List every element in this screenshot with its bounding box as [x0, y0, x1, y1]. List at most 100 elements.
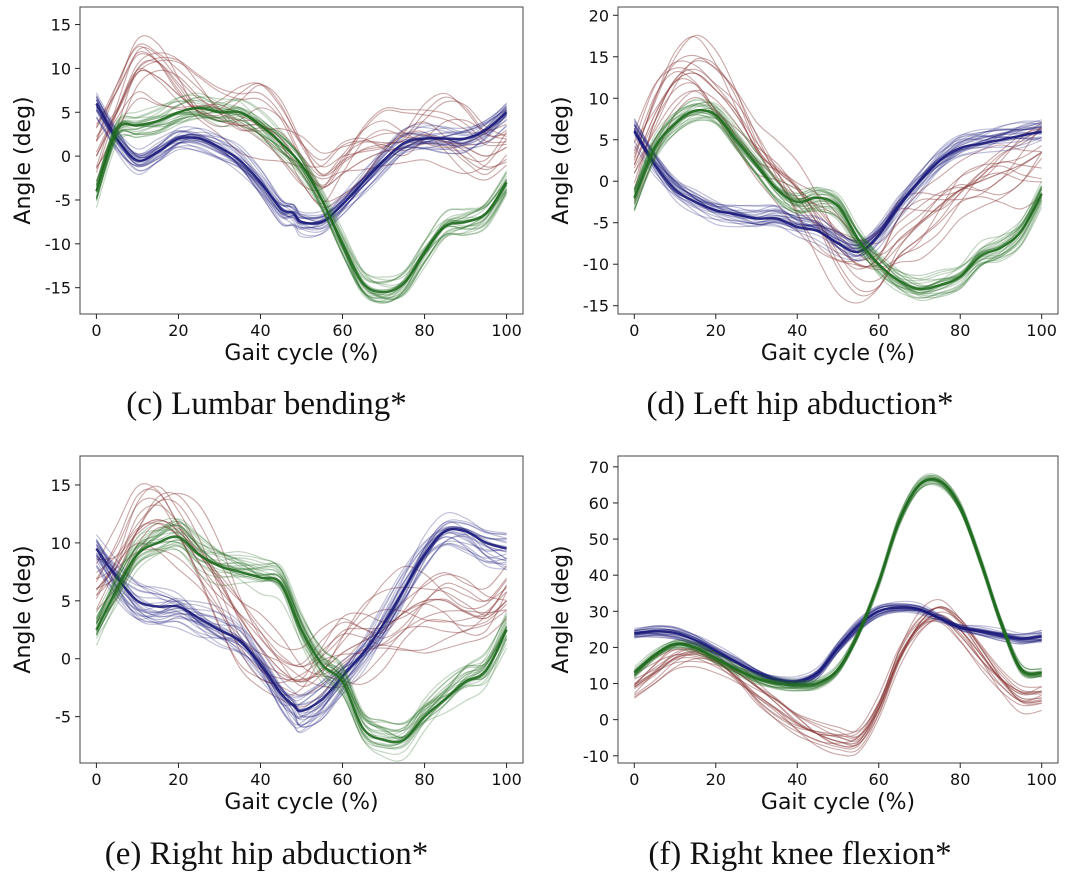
- series-line-green-23: [95, 106, 508, 291]
- series-line-blue-15: [95, 540, 507, 718]
- series-line-red-9: [633, 615, 1042, 741]
- series-line-green-4: [95, 527, 508, 731]
- x-tick-label: 20: [706, 321, 726, 340]
- series-line-red-12: [633, 616, 1042, 757]
- series-line-green-24: [95, 106, 508, 295]
- y-tick-label: 0: [61, 650, 71, 669]
- series-line-green-13: [95, 540, 508, 747]
- y-tick-label: 0: [599, 172, 609, 191]
- chart-svg-f: 0 20 40 60 80 100 -10 0 10 20 30 40 50 60 70 Gait cycle…: [549, 455, 1059, 815]
- y-tick-label: -5: [55, 708, 71, 727]
- chart-caption-c: (c) Lumbar bending*: [126, 386, 407, 422]
- series-line-blue-18: [634, 608, 1042, 686]
- series-line-blue-1: [95, 531, 507, 719]
- y-tick-label: 70: [589, 458, 609, 477]
- series-line-green-5: [633, 482, 1042, 692]
- series-line-blue-12: [95, 544, 507, 729]
- series-line-green-13: [633, 110, 1043, 285]
- series-line-blue-22: [633, 118, 1042, 247]
- x-tick-label: 20: [168, 770, 188, 789]
- series-line-green-2: [95, 98, 508, 283]
- series-line-red-4: [95, 60, 507, 192]
- series-line-green-2: [633, 117, 1043, 296]
- y-tick-label: 10: [51, 59, 71, 78]
- x-tick-label: 60: [869, 321, 889, 340]
- series-line-red-9: [95, 35, 507, 161]
- series-mean-blue: [634, 606, 1042, 684]
- series-line-blue-4: [95, 113, 508, 229]
- series-line-red-13: [633, 618, 1042, 744]
- y-tick-label: 0: [61, 147, 71, 166]
- y-tick-label: -10: [583, 255, 609, 274]
- series-line-green-11: [633, 103, 1043, 293]
- y-tick-label: 10: [589, 675, 609, 694]
- x-tick-label: 60: [869, 770, 889, 789]
- series-line-green-10: [633, 479, 1042, 689]
- x-tick-label: 80: [950, 770, 970, 789]
- series-line-blue-21: [95, 535, 507, 720]
- series-line-red-6: [634, 606, 1042, 738]
- series-line-red-0: [95, 51, 507, 175]
- series-mean-green: [95, 535, 508, 744]
- x-tick-label: 20: [168, 321, 188, 340]
- series-line-green-19: [633, 101, 1043, 277]
- series-line-green-8: [95, 539, 508, 739]
- series-line-blue-6: [633, 124, 1042, 249]
- series-mean-green: [633, 477, 1042, 687]
- series-line-red-5: [633, 68, 1043, 263]
- y-tick-label: 15: [51, 476, 71, 495]
- series-line-green-14: [95, 536, 508, 743]
- series-group-c: [95, 35, 508, 304]
- chart-svg-c: 0 20 40 60 80 100 -15 -10 -5 0 5 10 15 Gait cycle (%)…: [11, 6, 524, 366]
- x-tick-label: 60: [332, 321, 352, 340]
- y-tick-label: -10: [583, 747, 609, 766]
- series-line-blue-16: [95, 99, 507, 219]
- series-group-f: [633, 473, 1042, 757]
- plot-frame: [617, 6, 1059, 315]
- x-tick-label: 0: [91, 321, 101, 340]
- series-line-blue-14: [95, 96, 507, 214]
- series-line-green-25: [633, 480, 1042, 690]
- series-line-green-21: [95, 100, 508, 288]
- y-tick-label: 40: [589, 566, 609, 585]
- series-line-green-3: [95, 92, 508, 278]
- x-axis-label: Gait cycle (%): [224, 790, 378, 815]
- plot-frame: [617, 455, 1059, 764]
- x-tick-label: 40: [787, 321, 807, 340]
- series-line-green-0: [95, 525, 508, 739]
- plot-frame: [79, 6, 524, 315]
- y-tick-label: 5: [61, 103, 71, 122]
- series-line-red-3: [634, 611, 1042, 748]
- x-tick-label: 60: [332, 770, 352, 789]
- series-line-green-19: [95, 529, 508, 745]
- series-mean-blue: [95, 102, 508, 225]
- series-line-blue-1: [633, 125, 1042, 257]
- series-mean-green: [95, 106, 508, 294]
- series-line-blue-24: [633, 121, 1042, 246]
- series-line-blue-19: [95, 526, 507, 712]
- series-line-green-20: [633, 112, 1043, 294]
- series-line-green-13: [95, 113, 508, 301]
- chart-panel-e: 0 20 40 60 80 100 -5 0 5 10 15 Gait cycle (%) Angle …: [0, 440, 533, 880]
- chart-panel-c: 0 20 40 60 80 100 -15 -10 -5 0 5 10 15 Gait cycle (%)…: [0, 0, 533, 440]
- series-line-red-6: [633, 57, 1042, 270]
- x-tick-label: 20: [706, 770, 726, 789]
- series-line-green-3: [633, 105, 1043, 289]
- series-line-green-6: [95, 113, 508, 299]
- x-tick-label: 80: [414, 770, 434, 789]
- series-line-red-4: [95, 522, 507, 696]
- series-line-red-9: [633, 78, 1043, 271]
- series-line-red-9: [95, 522, 508, 684]
- series-line-green-11: [95, 112, 508, 299]
- series-line-green-16: [95, 522, 508, 725]
- series-line-blue-4: [633, 122, 1042, 247]
- y-tick-label: 5: [599, 131, 609, 150]
- series-line-red-10: [95, 97, 507, 209]
- series-line-red-0: [633, 617, 1042, 739]
- chart-svg-e: 0 20 40 60 80 100 -5 0 5 10 15 Gait cycle (%) Angle …: [11, 455, 524, 815]
- series-line-blue-3: [95, 533, 507, 707]
- series-line-red-2: [633, 36, 1042, 242]
- series-line-red-7: [633, 34, 1042, 244]
- series-line-red-8: [633, 607, 1042, 736]
- series-line-red-5: [633, 618, 1042, 737]
